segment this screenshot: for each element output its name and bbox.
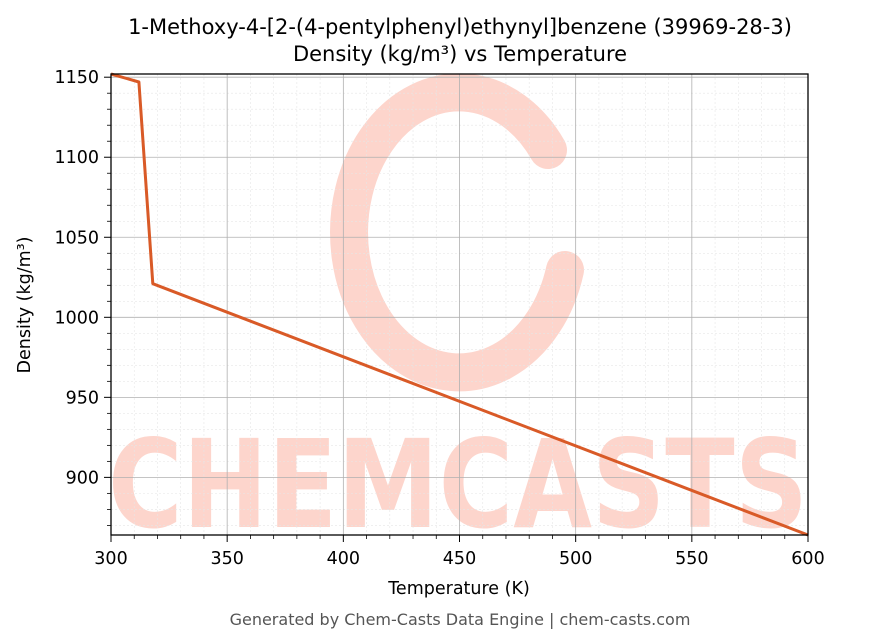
y-axis-label: Density (kg/m³) [15, 237, 35, 374]
y-tick-label: 1150 [54, 68, 99, 88]
x-tick-label: 400 [327, 549, 360, 569]
x-tick-label: 600 [791, 549, 824, 569]
footer-credit: Generated by Chem-Casts Data Engine | ch… [230, 610, 691, 629]
x-tick-label: 450 [443, 549, 476, 569]
x-tick-label: 350 [210, 549, 243, 569]
chart-subtitle: Density (kg/m³) vs Temperature [293, 42, 627, 66]
y-tick-label: 1000 [54, 308, 99, 328]
x-tick-label: 500 [559, 549, 592, 569]
ticks-layer: 300 350 400 450 500 550 600 900 950 1000 1050 1100 1… [54, 68, 824, 569]
y-tick-label: 1100 [54, 148, 99, 168]
x-axis-label: Temperature (K) [387, 579, 530, 599]
y-tick-label: 1050 [54, 228, 99, 248]
chart-title: 1-Methoxy-4-[2-(4-pentylphenyl)ethynyl]b… [128, 15, 792, 39]
series-layer [110, 72, 809, 537]
y-tick-label: 900 [66, 468, 99, 488]
y-tick-label: 950 [66, 388, 99, 408]
watermark-text: CHEMCASTS [108, 414, 808, 556]
x-tick-label: 300 [94, 549, 127, 569]
watermark-logo: CHEMCASTS [108, 73, 808, 556]
density-series-line [110, 72, 809, 537]
x-tick-label: 550 [675, 549, 708, 569]
